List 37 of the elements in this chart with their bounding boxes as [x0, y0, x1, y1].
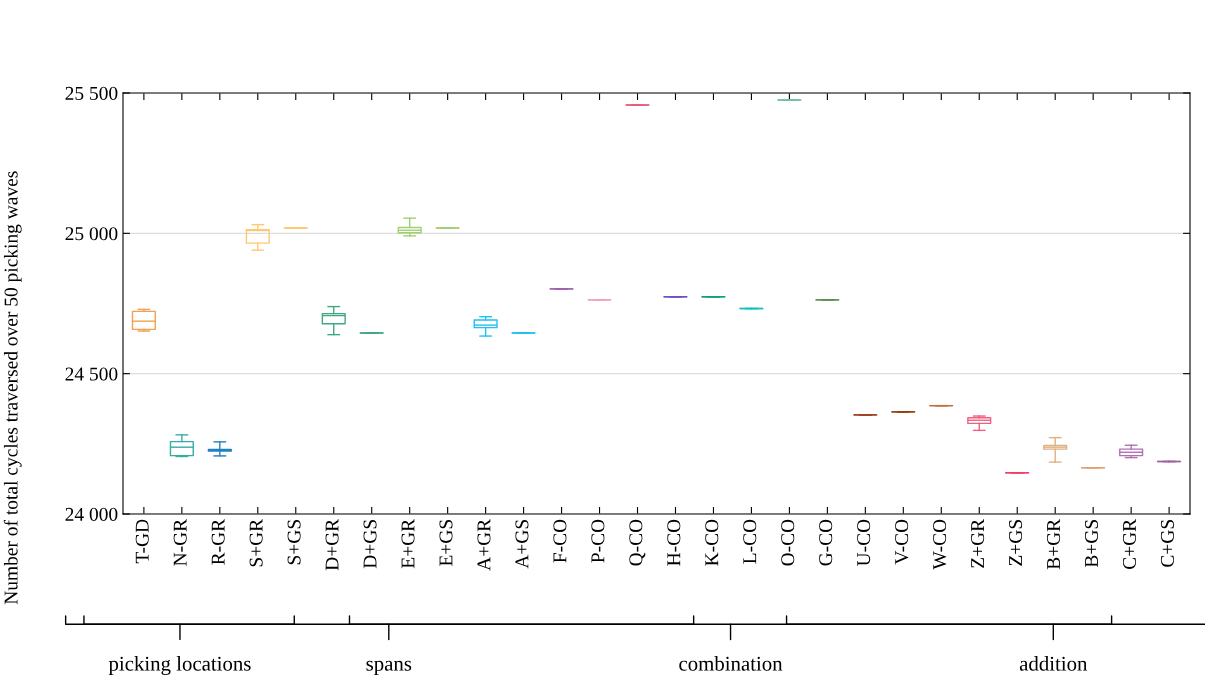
- x-tick-label: Z+GS: [1009, 520, 1023, 566]
- text: spans: [366, 660, 412, 675]
- x-tick-label: R-GR: [211, 518, 225, 565]
- y-tick-label: 25 000: [65, 227, 118, 241]
- x-tick-label: E+GS: [439, 520, 453, 566]
- x-tick-label: A+GS: [515, 520, 529, 569]
- x-tick-label: B+GS: [1084, 520, 1099, 568]
- x-tick-label: Z+GR: [971, 518, 985, 568]
- text: addition: [1019, 656, 1088, 671]
- x-tick-label: O-CO: [781, 519, 795, 566]
- y-tick-label: 24 500: [65, 367, 118, 381]
- text: picking locations: [108, 656, 251, 675]
- x-tick-label: D+GS: [363, 520, 377, 569]
- x-tick-label: W-CO: [933, 519, 947, 570]
- x-tick-label: A+GR: [477, 518, 491, 571]
- x-tick-label: F-CO: [553, 519, 567, 563]
- x-tick-label: D+GR: [325, 518, 339, 571]
- x-tick-label: S+GR: [249, 518, 263, 567]
- x-tick-label: C+GS: [1160, 520, 1174, 567]
- x-tick-label: C+GR: [1122, 518, 1137, 570]
- x-tick-label: V-CO: [895, 519, 909, 565]
- x-tick-label: K-CO: [705, 519, 719, 566]
- x-tick-label: S+GS: [287, 520, 301, 565]
- x-tick-label: P-CO: [591, 519, 605, 563]
- y-tick-label: 24 000: [65, 507, 118, 521]
- x-tick-label: T-GD: [135, 519, 149, 564]
- text: combination: [679, 656, 783, 671]
- x-tick-label: Q-CO: [629, 519, 646, 566]
- x-tick-label: B+GR: [1047, 518, 1061, 570]
- x-tick-label: N-GR: [173, 518, 187, 566]
- x-tick-label: H-CO: [667, 519, 681, 566]
- y-axis-title: Number of total cycles traversed over 50 picking waves: [3, 171, 22, 605]
- x-tick-label: G-CO: [819, 519, 833, 566]
- x-tick-label: L-CO: [743, 519, 757, 564]
- x-tick-label: U-CO: [857, 519, 871, 566]
- x-tick-label: E+GR: [401, 518, 415, 569]
- y-tick-label: 25 500: [65, 86, 118, 100]
